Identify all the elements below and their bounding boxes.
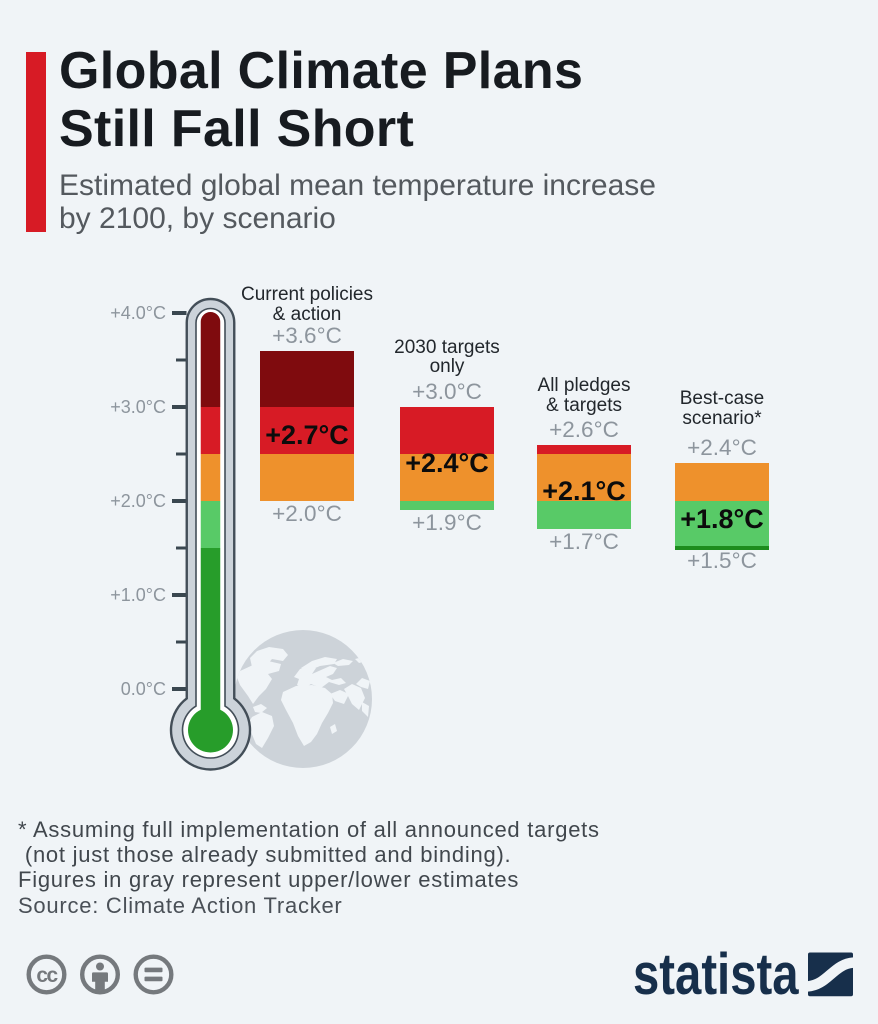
svg-text:cc: cc [36, 964, 58, 987]
